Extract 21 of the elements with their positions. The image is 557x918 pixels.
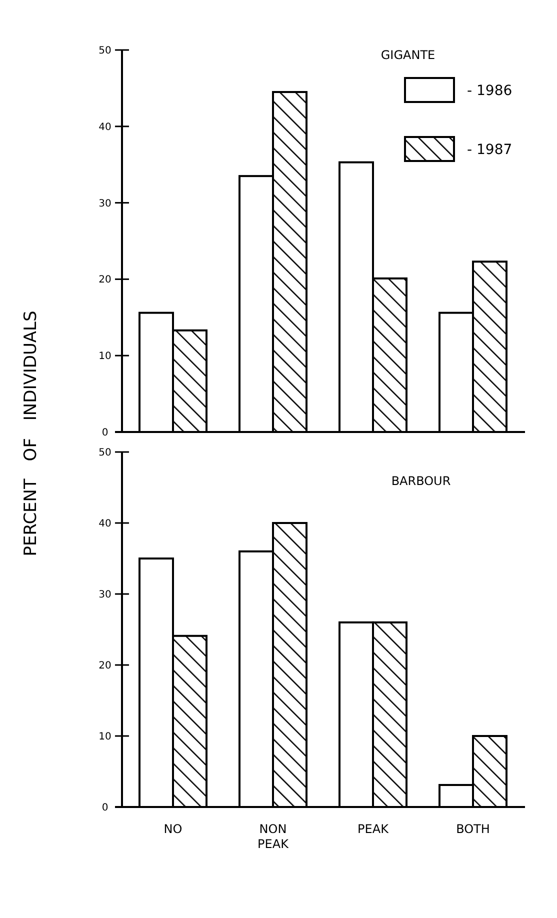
y-axis-title: PERCENT OF INDIVIDUALS [21,310,41,556]
y-tick-label: 10 [98,732,112,742]
x-tick-label: PEAK [358,822,390,836]
x-tick-label: NO [164,822,182,836]
y-tick-label: 30 [98,198,112,210]
y-tick-label: 50 [98,448,112,458]
x-tick-label: BOTH [456,822,490,836]
y-tick-label: 20 [98,660,112,672]
y-tick-label: 10 [98,351,112,362]
y-tick-label: 0 [102,428,108,438]
y-tick-label: 40 [98,122,112,133]
y-tick-label: 50 [98,46,112,56]
x-tick-label: NON PEAK [258,822,290,851]
chart-title: GIGANTE [380,48,436,62]
legend-label: - 1986 [467,82,512,99]
y-tick-label: 30 [98,590,112,600]
y-tick-label: 20 [98,274,112,286]
text: BARBOUR [391,474,451,488]
y-tick-label: 40 [98,518,112,530]
legend-label: - 1987 [467,142,512,158]
y-tick-label: 0 [102,802,108,814]
